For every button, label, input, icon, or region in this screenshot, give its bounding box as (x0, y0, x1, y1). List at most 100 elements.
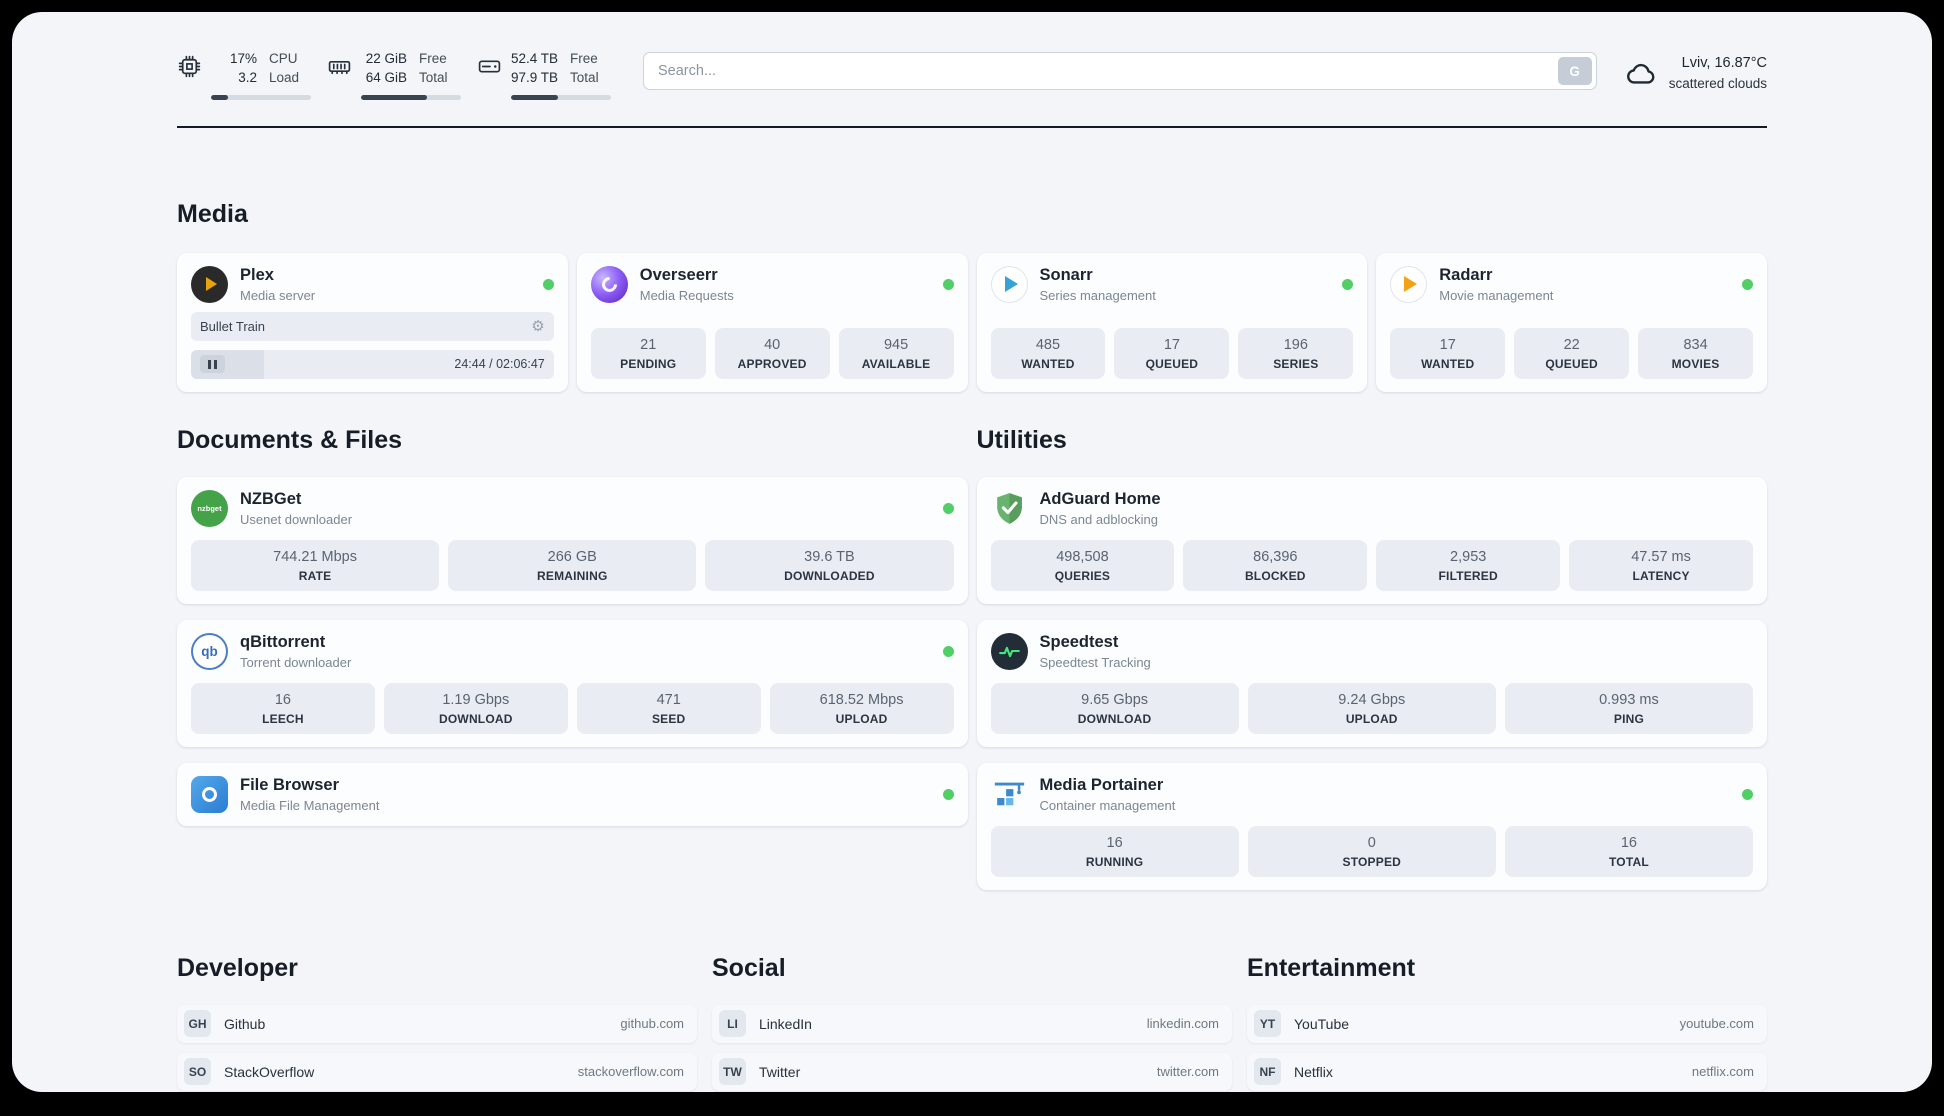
app-name: AdGuard Home (1039, 489, 1161, 508)
section-title-documents: Documents & Files (177, 425, 403, 454)
stat-tile: 1.19 Gbps DOWNLOAD (383, 682, 568, 734)
disk-total-label: Total (570, 69, 599, 85)
utilities-column: Utilities AdGuard Home DNS and adblockin… (976, 392, 1767, 906)
youtube-favicon: YT (1254, 1010, 1281, 1038)
overseerr-icon (590, 265, 628, 303)
playback-row: 24:44 / 02:06:47 (191, 349, 554, 379)
system-stats: 17% 3.2 CPU Load (177, 50, 611, 100)
disk-total: 97.9 TB (511, 69, 559, 85)
stat-tile: 196 SERIES (1238, 327, 1354, 379)
app-desc: Series management (1039, 287, 1156, 303)
nzbget-icon: nzbget (191, 489, 228, 527)
plex-icon (191, 265, 228, 303)
qbittorrent-card[interactable]: qb qBittorrent Torrent downloader 16 LEEC… (177, 619, 968, 747)
settings-gear-icon[interactable]: ⚙ (531, 317, 545, 336)
app-desc: Media File Management (240, 797, 380, 813)
search-input[interactable] (643, 52, 1597, 90)
app-desc: Speedtest Tracking (1039, 654, 1151, 670)
stat-tile: 618.52 Mbps UPLOAD (769, 682, 954, 734)
app-name: qBittorrent (240, 632, 326, 651)
status-dot (942, 502, 954, 514)
bookmark-youtube[interactable]: YT YouTube youtube.com (1247, 1004, 1767, 1043)
stat-tile: 17 WANTED (1390, 327, 1506, 379)
ram-progress-bar (361, 94, 461, 100)
app-desc: Media Requests (639, 287, 734, 303)
ram-total-label: Total (419, 69, 448, 85)
status-dot (942, 645, 954, 657)
disk-free-label: Free (570, 51, 598, 66)
entertainment-column: Entertainment YT YouTube youtube.com NF … (1247, 954, 1767, 1092)
app-desc: Usenet downloader (240, 511, 353, 527)
stat-tile: 16 LEECH (191, 682, 375, 734)
status-dot (1742, 788, 1753, 800)
ram-widget: 22 GiB 64 GiB Free Total (327, 50, 461, 100)
portainer-card[interactable]: Media Portainer Container management 16 R… (976, 762, 1767, 890)
app-name: File Browser (240, 775, 340, 794)
filebrowser-icon (191, 775, 228, 813)
app-name: NZBGet (240, 489, 302, 508)
speedtest-icon (990, 632, 1028, 670)
cpu-percent: 17% (229, 51, 257, 66)
app-desc: Torrent downloader (240, 654, 352, 670)
app-desc: DNS and adblocking (1039, 511, 1159, 527)
stat-tile: 945 AVAILABLE (838, 327, 954, 379)
pause-button[interactable] (200, 355, 225, 374)
app-name: Radarr (1439, 265, 1493, 284)
speedtest-card[interactable]: Speedtest Speedtest Tracking 9.65 Gbps DO… (976, 619, 1767, 747)
developer-column: Developer GH Github github.com SO StackO… (177, 954, 697, 1092)
now-playing-title: Bullet Train (200, 318, 266, 334)
bookmark-twitter[interactable]: TW Twitter twitter.com (712, 1052, 1232, 1091)
stat-tile: 16 RUNNING (990, 825, 1239, 877)
header-divider (177, 125, 1767, 128)
plex-card[interactable]: Plex Media server Bullet Train ⚙ 24:44 /… (177, 252, 568, 392)
bookmark-netflix[interactable]: NF Netflix netflix.com (1247, 1052, 1767, 1091)
sonarr-card[interactable]: Sonarr Series management 485 WANTED 17 QUE… (976, 252, 1368, 392)
stat-tile: 266 GB REMAINING (448, 539, 697, 591)
app-desc: Container management (1039, 797, 1176, 813)
ram-free-label: Free (419, 51, 447, 66)
stat-tile: 471 SEED (576, 682, 761, 734)
ram-icon (327, 54, 352, 79)
filebrowser-card[interactable]: File Browser Media File Management (177, 762, 968, 826)
sonarr-icon (990, 265, 1028, 303)
bookmark-stackoverflow[interactable]: SO StackOverflow stackoverflow.com (177, 1052, 697, 1091)
weather-location: Lviv, 16.87°C (1681, 55, 1767, 71)
disk-widget: 52.4 TB 97.9 TB Free Total (477, 50, 611, 100)
cloud-icon (1625, 57, 1658, 90)
bookmark-github[interactable]: GH Github github.com (177, 1004, 697, 1043)
stat-tile: 47.57 ms LATENCY (1569, 539, 1753, 591)
bookmark-linkedin[interactable]: LI LinkedIn linkedin.com (712, 1004, 1232, 1043)
adguard-card[interactable]: AdGuard Home DNS and adblocking 498,508 Q… (976, 476, 1767, 604)
cpu-load: 3.2 (238, 69, 257, 85)
app-desc: Media server (240, 287, 316, 303)
stat-tile: 834 MOVIES (1638, 327, 1754, 379)
dashboard-panel: 17% 3.2 CPU Load (12, 12, 1932, 1092)
search-engine-button[interactable]: G (1557, 57, 1592, 85)
github-favicon: GH (184, 1010, 211, 1038)
stat-tile: 498,508 QUERIES (990, 539, 1175, 591)
status-dot (942, 278, 954, 290)
section-title-media: Media (177, 199, 248, 228)
app-name: Speedtest (1039, 632, 1119, 651)
cpu-icon (177, 54, 202, 79)
section-title-utilities: Utilities (976, 425, 1067, 454)
stat-tile: 17 QUEUED (1114, 327, 1230, 379)
documents-column: Documents & Files nzbget NZBGet Usenet d… (177, 392, 968, 842)
cpu-label: CPU (269, 51, 298, 66)
stackoverflow-favicon: SO (184, 1058, 211, 1086)
nzbget-card[interactable]: nzbget NZBGet Usenet downloader 744.21 M… (177, 476, 968, 604)
app-name: Plex (240, 265, 274, 284)
stat-tile: 2,953 FILTERED (1376, 539, 1561, 591)
stat-tile: 485 WANTED (990, 327, 1106, 379)
stat-tile: 16 TOTAL (1504, 825, 1754, 877)
status-dot (542, 278, 554, 290)
stat-tile: 40 APPROVED (714, 327, 830, 379)
portainer-icon (991, 776, 1028, 813)
ram-total: 64 GiB (365, 69, 407, 85)
radarr-card[interactable]: Radarr Movie management 17 WANTED 22 QUEUE… (1376, 252, 1767, 392)
app-name: Media Portainer (1039, 775, 1164, 794)
cpu-progress-bar (211, 94, 311, 100)
weather-widget: Lviv, 16.87°C scattered clouds (1625, 53, 1767, 94)
overseerr-card[interactable]: Overseerr Media Requests 21 PENDING 40 APP… (576, 252, 968, 392)
now-playing-row: Bullet Train ⚙ (191, 311, 554, 341)
